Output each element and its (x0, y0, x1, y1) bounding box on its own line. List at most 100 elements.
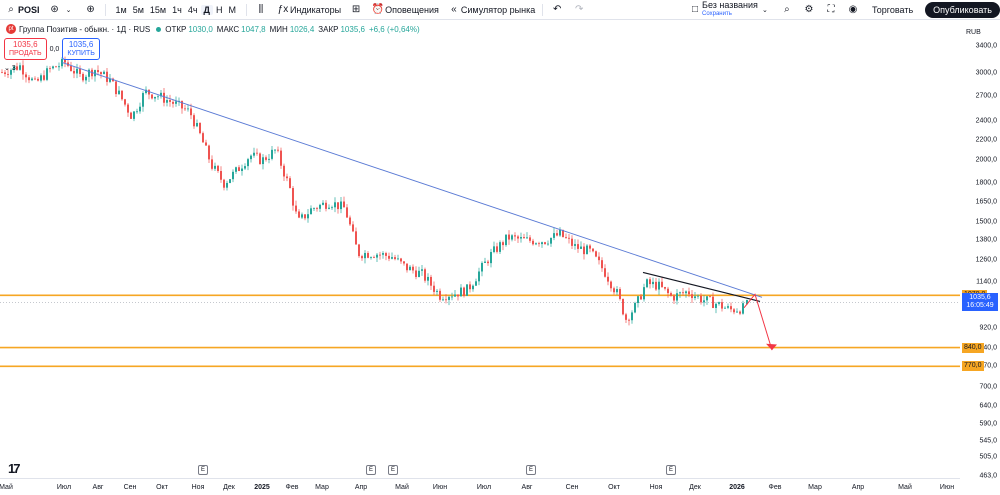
candle-body (703, 300, 705, 303)
replay-button[interactable]: « Симулятор рынка (443, 0, 539, 20)
candle-body (742, 303, 744, 314)
candle-body (649, 279, 651, 285)
candle-body (190, 108, 192, 116)
candle-body (577, 244, 579, 249)
timeframe-3[interactable]: 1ч (172, 4, 182, 15)
candle-body (325, 202, 327, 209)
timeframe-4[interactable]: 4ч (187, 4, 198, 15)
layout-save-status: Сохранить (702, 10, 732, 17)
earnings-event-marker[interactable]: E (666, 465, 676, 475)
sell-price: 1035,6 (13, 40, 38, 49)
time-label: Фев (768, 484, 782, 491)
candle-body (337, 202, 339, 210)
trend-line-long (61, 62, 763, 298)
price-tick: 1260,0 (975, 256, 997, 264)
alerts-button[interactable]: ⏰ Оповещения (367, 0, 443, 20)
trend-line-short (642, 271, 761, 303)
quick-search-button[interactable]: ⌕ (776, 0, 798, 20)
chevron-down-icon: ⌄ (4, 65, 10, 72)
publish-button[interactable]: Опубликовать (925, 1, 1000, 18)
candle-body (529, 237, 531, 241)
candle-body (640, 296, 642, 300)
level-price-label: 840,0 (962, 342, 984, 353)
snapshot-button[interactable]: ◉ (842, 0, 864, 20)
candle-body (241, 168, 243, 171)
candle-body (373, 257, 375, 259)
symbol-search[interactable]: ⌕ POSI (0, 0, 44, 20)
forecast-arrow (743, 293, 773, 351)
alarm-icon: ⏰ (371, 4, 385, 15)
candle-body (367, 252, 369, 258)
templates-button[interactable]: ⊞ (345, 0, 367, 20)
candle-body (346, 207, 348, 218)
candle-body (220, 170, 222, 180)
sell-button[interactable]: 1035,6 ПРОДАТЬ (4, 38, 47, 60)
candle-body (1, 72, 3, 74)
buy-button[interactable]: 1035,6 КУПИТЬ (62, 38, 100, 60)
low-label: МИН (269, 24, 288, 34)
earnings-event-marker[interactable]: E (198, 465, 208, 475)
tradingview-logo[interactable]: 17 (8, 461, 21, 476)
candle-body (127, 104, 129, 113)
candle-body (355, 231, 357, 245)
candle-body (490, 252, 492, 264)
candle-body (100, 72, 102, 75)
candle-body (160, 92, 162, 97)
candle-body (34, 78, 36, 80)
buy-price: 1035,6 (68, 40, 94, 49)
candle-body (601, 260, 603, 269)
indicators-button[interactable]: ƒx Индикаторы (272, 0, 345, 20)
candle-body (418, 270, 420, 277)
timeframe-0[interactable]: 1м (115, 4, 127, 15)
timeframe-7[interactable]: М (228, 4, 236, 15)
price-chart[interactable] (0, 20, 960, 478)
candle-body (688, 291, 690, 295)
settings-button[interactable]: ⚙ (798, 0, 820, 20)
chevron-down-icon: ⌄ (762, 6, 768, 14)
add-symbol-button[interactable]: ⊕ (80, 0, 102, 20)
candle-body (172, 101, 174, 104)
time-axis[interactable]: Май Июл Авг Сен Окт Ноя Дек 2025 Фев Мар Апр Май Июн… (0, 478, 960, 495)
candle-body (196, 122, 198, 127)
candle-body (541, 242, 543, 245)
timeframe-2[interactable]: 15м (149, 4, 167, 15)
quick-search-icon: ⌕ (784, 4, 790, 15)
candle-body (217, 165, 219, 171)
spread-value: 0,0 (49, 45, 60, 53)
earnings-event-marker[interactable]: E (366, 465, 376, 475)
price-scale[interactable]: 3400,0 3000,0 2700,0 2400,0 2200,0 2000,0 1800… (960, 20, 1000, 480)
search-icon: ⌕ (8, 4, 14, 15)
price-tick: 2200,0 (975, 136, 997, 144)
timeframe-1[interactable]: 5м (132, 4, 144, 15)
indicators-toggle[interactable]: ⌄ 3 (4, 64, 16, 72)
candle-body (64, 59, 66, 63)
price-tick: 1500,0 (975, 218, 997, 226)
candle-body (145, 89, 147, 94)
gear-icon: ⚙ (804, 4, 814, 15)
redo-button[interactable]: ↷ (568, 0, 590, 20)
candle-body (319, 204, 321, 209)
chart-type-button[interactable]: ⫼ (250, 0, 272, 20)
trade-button[interactable]: Торговать (871, 4, 914, 15)
timeframe-6[interactable]: Н (215, 4, 223, 15)
alerts-label: Оповещения (385, 4, 439, 15)
price-tick: 505,0 (979, 453, 997, 461)
compare-button[interactable]: ⊛ ⌄ (44, 0, 80, 20)
candle-body (73, 70, 75, 74)
earnings-event-marker[interactable]: E (388, 465, 398, 475)
earnings-event-marker[interactable]: E (526, 465, 536, 475)
price-tick: 1650,0 (975, 198, 997, 206)
price-tick: 545,0 (979, 437, 997, 445)
buy-label: КУПИТЬ (67, 50, 95, 57)
price-tick: 770,0 (979, 362, 997, 370)
price-tick: 1140,0 (976, 278, 997, 286)
layout-button[interactable]: □ Без названия Сохранить ⌄ (684, 0, 776, 20)
candle-body (676, 293, 678, 301)
undo-button[interactable]: ↶ (546, 0, 568, 20)
candle-body (667, 288, 669, 294)
candle-body (451, 296, 453, 298)
fullscreen-button[interactable]: ⛶ (820, 0, 842, 20)
candle-body (118, 90, 120, 95)
candle-body (394, 257, 396, 260)
timeframe-5[interactable]: Д (200, 4, 213, 15)
